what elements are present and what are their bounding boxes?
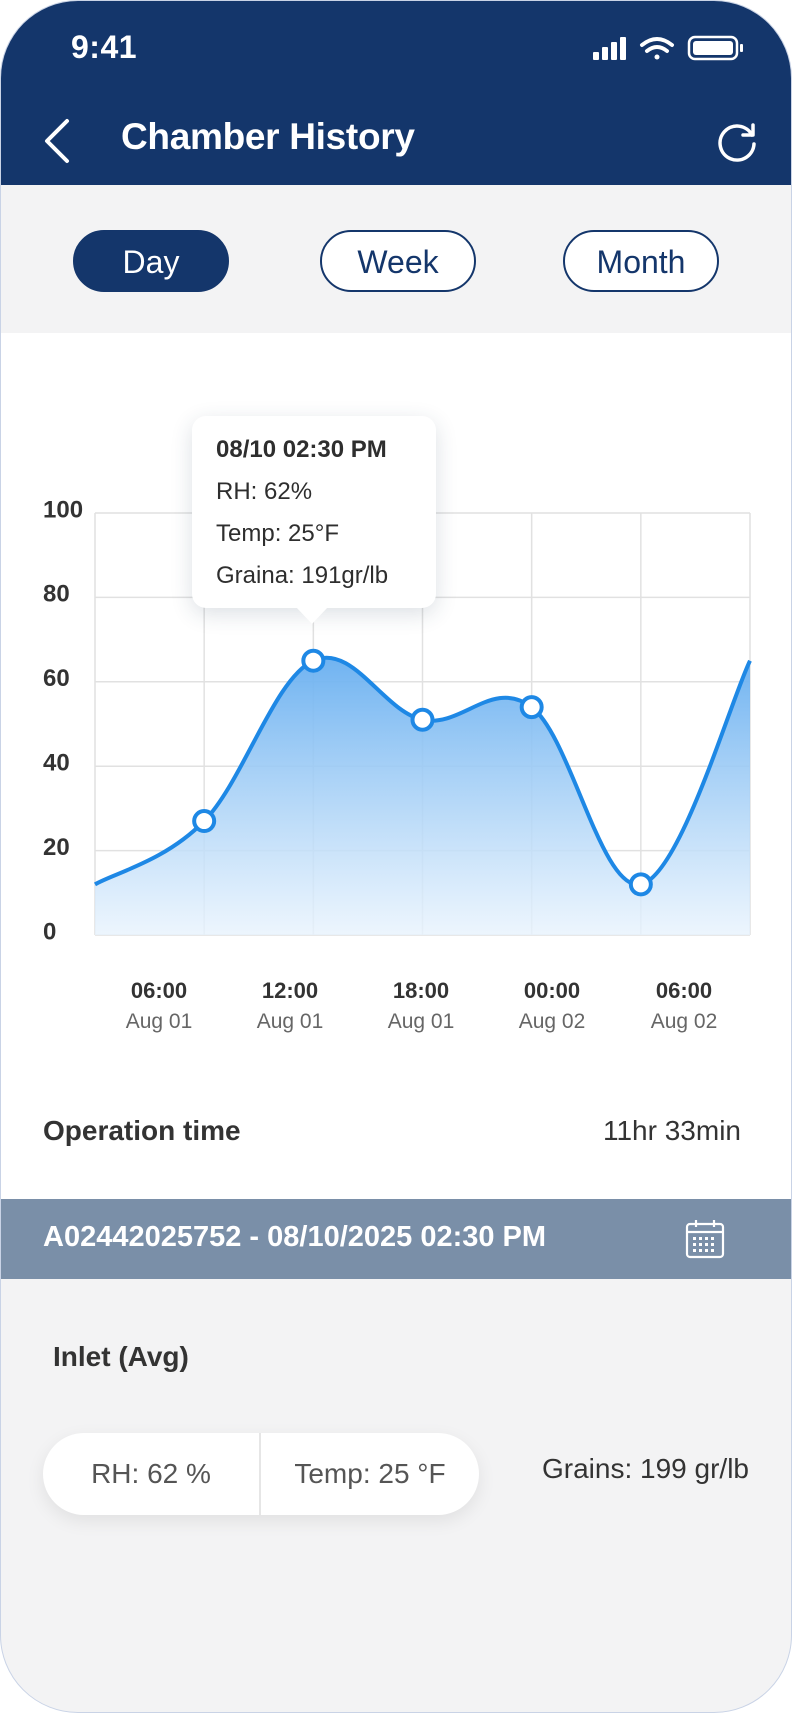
- area-fill: [95, 657, 750, 935]
- refresh-button[interactable]: [713, 117, 761, 165]
- inlet-title: Inlet (Avg): [53, 1341, 189, 1372]
- y-tick-label: 0: [43, 918, 56, 945]
- x-tick-date: Aug 01: [257, 1010, 324, 1033]
- x-tick-date: Aug 01: [126, 1010, 193, 1033]
- period-tabs: Day Week Month: [1, 186, 791, 333]
- y-tick-label: 40: [43, 750, 70, 777]
- inlet-temp: Temp: 25 °F: [294, 1458, 446, 1489]
- x-tick-time: 06:00: [131, 978, 187, 1003]
- calendar-dots: [693, 1237, 714, 1252]
- x-tick-time: 12:00: [262, 978, 318, 1003]
- calendar-button[interactable]: [685, 1219, 725, 1259]
- page-title: Chamber History: [121, 116, 415, 157]
- wifi-icon: [640, 37, 674, 60]
- tab-day[interactable]: Day: [73, 230, 229, 292]
- y-tick-label: 20: [43, 834, 70, 861]
- x-tick-time: 18:00: [393, 978, 449, 1003]
- y-tick-label: 80: [43, 581, 70, 608]
- battery-icon: [687, 35, 743, 61]
- x-tick-date: Aug 02: [519, 1010, 586, 1033]
- operation-time-value: 11hr 33min: [602, 1115, 741, 1146]
- back-button[interactable]: [37, 113, 81, 169]
- data-point[interactable]: [410, 707, 435, 732]
- data-point[interactable]: [192, 809, 217, 834]
- history-chart[interactable]: 100 80 60 40 20 0 06:00 Aug 01 12:00 Aug 01 18:00…: [1, 333, 792, 1093]
- signal-icon: [593, 37, 626, 60]
- record-label: A02442025752 - 08/10/2025 02:30 PM: [43, 1221, 547, 1253]
- chart-section: 100 80 60 40 20 0 06:00 Aug 01 12:00 Aug 01 18:00…: [1, 333, 791, 1199]
- inlet-rh: RH: 62 %: [91, 1458, 211, 1489]
- record-bar: A02442025752 - 08/10/2025 02:30 PM: [1, 1199, 791, 1279]
- tab-week[interactable]: Week: [320, 230, 476, 292]
- tooltip-title: 08/10 02:30 PM: [216, 436, 387, 463]
- refresh-icon: [718, 123, 756, 162]
- status-icons: [593, 35, 743, 61]
- data-point[interactable]: [628, 872, 653, 897]
- tab-month[interactable]: Month: [563, 230, 719, 292]
- x-tick-date: Aug 01: [388, 1010, 455, 1033]
- y-axis-ticks: 100 80 60 40 20 0: [43, 496, 83, 945]
- x-tick-time: 00:00: [524, 978, 580, 1003]
- status-time: 9:41: [71, 29, 138, 65]
- data-markers: [192, 648, 653, 897]
- series-line: [93, 655, 752, 887]
- y-tick-label: 60: [43, 665, 70, 692]
- inlet-metrics-pill: RH: 62 % Temp: 25 °F: [43, 1433, 479, 1515]
- app-header: 9:41 Chamber History: [1, 1, 791, 185]
- chevron-left-icon: [45, 119, 69, 163]
- calendar-icon: [685, 1220, 725, 1259]
- data-point[interactable]: [519, 695, 544, 720]
- tooltip-temp: Temp: 25°F: [216, 520, 339, 547]
- pill-divider: [259, 1433, 261, 1515]
- tooltip-rh: RH: 62%: [216, 478, 313, 505]
- y-tick-label: 100: [43, 496, 83, 523]
- tooltip-grains: Graina: 191gr/lb: [216, 562, 389, 589]
- chart-tooltip: 08/10 02:30 PM RH: 62% Temp: 25°F Graina…: [192, 416, 436, 624]
- x-tick-time: 06:00: [656, 978, 712, 1003]
- data-point[interactable]: [301, 648, 326, 673]
- x-axis-ticks: 06:00 Aug 01 12:00 Aug 01 18:00 Aug 01 00:00 Au…: [126, 978, 718, 1033]
- operation-time-label: Operation time: [43, 1115, 241, 1146]
- x-tick-date: Aug 02: [651, 1010, 718, 1033]
- inlet-grains: Grains: 199 gr/lb: [542, 1453, 749, 1484]
